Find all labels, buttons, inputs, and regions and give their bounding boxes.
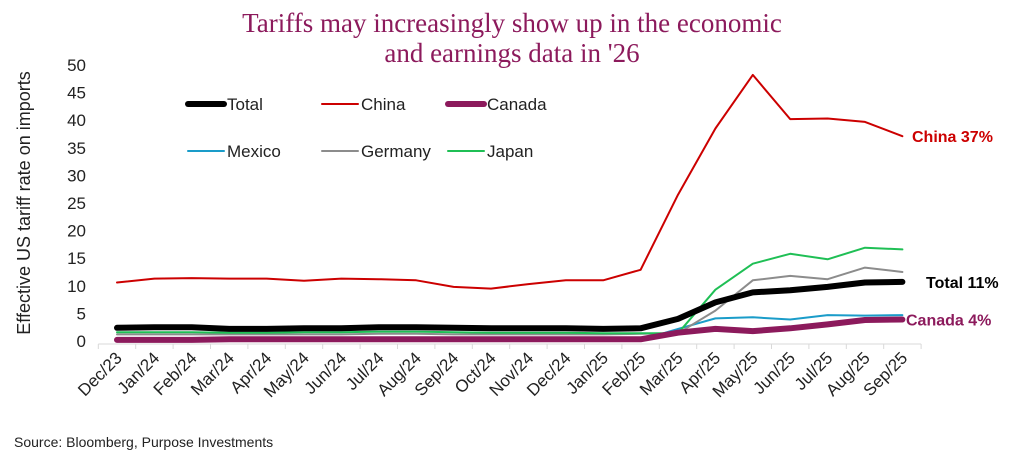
y-tick-label: 15 bbox=[67, 249, 86, 268]
title-line-1: Tariffs may increasingly show up in the … bbox=[242, 8, 782, 38]
series-line-canada bbox=[114, 316, 906, 343]
y-tick-label: 45 bbox=[67, 84, 86, 103]
chart-title: Tariffs may increasingly show up in the … bbox=[0, 8, 1024, 68]
annotation-china: China 37% bbox=[912, 129, 993, 146]
y-tick-label: 10 bbox=[67, 277, 86, 296]
series-line-germany bbox=[116, 266, 904, 336]
y-tick-label: 5 bbox=[77, 304, 86, 323]
y-tick-label: 50 bbox=[67, 56, 86, 75]
y-axis-label: Effective US tariff rate on imports bbox=[14, 71, 34, 334]
y-tick-label: 0 bbox=[77, 332, 86, 351]
series-line-japan bbox=[116, 246, 904, 335]
title-line-2: and earnings data in '26 bbox=[384, 38, 640, 68]
legend-label-japan: Japan bbox=[487, 142, 533, 161]
y-tick-label: 35 bbox=[67, 139, 86, 158]
annotation-canada: Canada 4% bbox=[906, 312, 991, 329]
series-line-total bbox=[114, 278, 906, 332]
y-tick-label: 40 bbox=[67, 111, 86, 130]
y-tick-label: 25 bbox=[67, 194, 86, 213]
annotation-total: Total 11% bbox=[926, 275, 999, 292]
x-tick-label: Dec/23 bbox=[74, 348, 126, 400]
x-tick-label: Jun/25 bbox=[749, 348, 799, 398]
x-tick-label: Jun/24 bbox=[301, 348, 351, 398]
legend-label-canada: Canada bbox=[487, 95, 547, 114]
y-tick-label: 20 bbox=[67, 222, 86, 241]
legend-label-total: Total bbox=[227, 95, 263, 114]
legend-label-mexico: Mexico bbox=[227, 142, 281, 161]
legend-label-china: China bbox=[361, 95, 406, 114]
source-note: Source: Bloomberg, Purpose Investments bbox=[14, 434, 274, 450]
legend-label-germany: Germany bbox=[361, 142, 431, 161]
y-tick-label: 30 bbox=[67, 166, 86, 185]
series-line-china bbox=[116, 73, 904, 290]
